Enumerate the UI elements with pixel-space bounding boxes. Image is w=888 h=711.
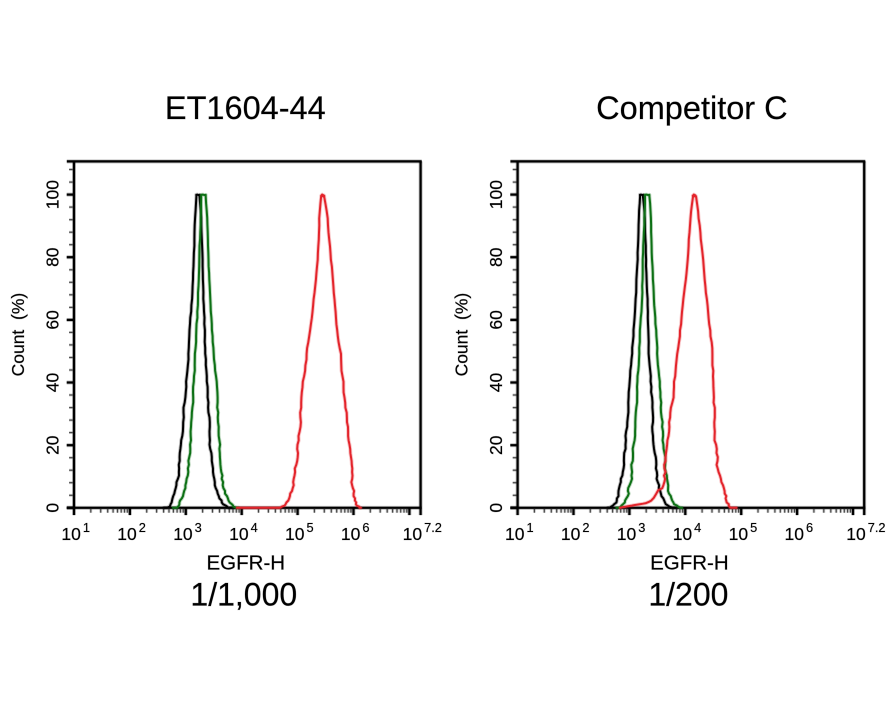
- svg-text:ET1604-44: ET1604-44: [165, 90, 326, 126]
- svg-text:103: 10 3: [173, 520, 202, 544]
- svg-text:Count (%): Count (%): [452, 293, 472, 377]
- svg-text:100: 100: [486, 180, 506, 209]
- svg-text:20: 20: [43, 435, 63, 455]
- svg-text:80: 80: [43, 247, 63, 267]
- svg-text:20: 20: [486, 435, 506, 455]
- svg-text:0: 0: [43, 503, 63, 513]
- svg-text:100: 100: [43, 180, 63, 209]
- svg-text:101: 10 1: [61, 520, 90, 544]
- svg-text:107.2: 10 7.2: [846, 520, 885, 544]
- svg-text:40: 40: [486, 373, 506, 393]
- svg-text:1/1,000: 1/1,000: [190, 577, 297, 613]
- svg-text:80: 80: [486, 247, 506, 267]
- svg-text:Competitor C: Competitor C: [596, 90, 787, 126]
- svg-text:Count (%): Count (%): [8, 293, 28, 377]
- svg-text:106: 10 6: [785, 520, 814, 544]
- svg-text:EGFR-H: EGFR-H: [650, 552, 729, 575]
- svg-text:EGFR-H: EGFR-H: [207, 552, 286, 575]
- svg-text:60: 60: [486, 310, 506, 330]
- svg-text:106: 10 6: [341, 520, 370, 544]
- svg-text:1/200: 1/200: [648, 577, 728, 613]
- svg-text:105: 10 5: [285, 520, 314, 544]
- svg-text:0: 0: [486, 503, 506, 513]
- svg-text:40: 40: [43, 373, 63, 393]
- svg-text:60: 60: [43, 310, 63, 330]
